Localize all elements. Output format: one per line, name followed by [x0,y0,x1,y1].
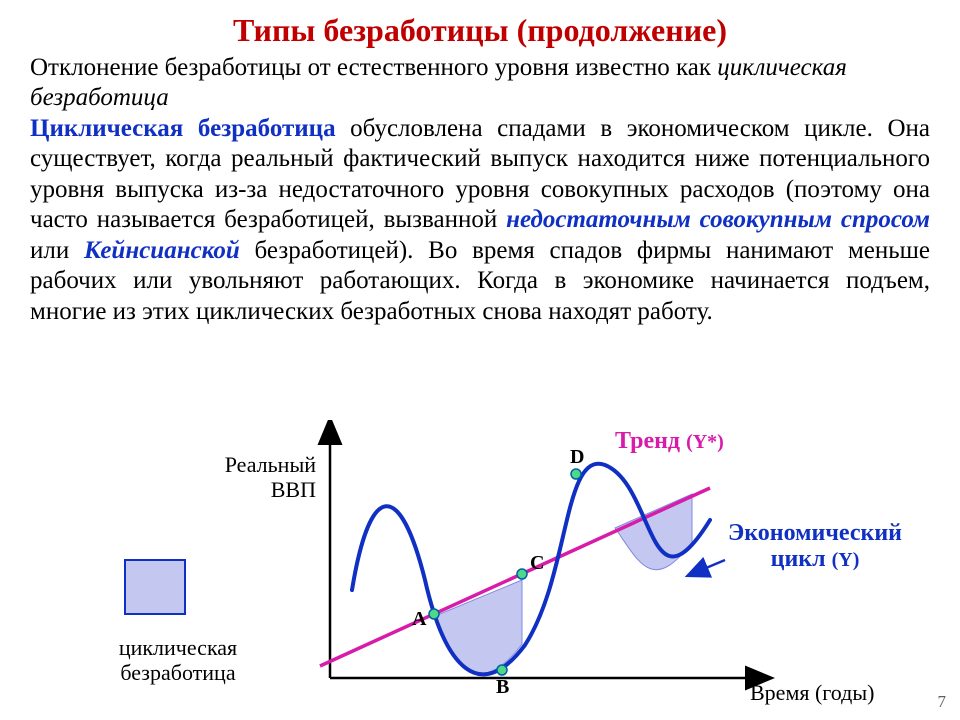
trend-label-sym: (Y*) [686,431,724,453]
slide-title: Типы безработицы (продолжение) [30,12,930,49]
cycle-label-sym: (Y) [832,549,860,571]
slide: Типы безработицы (продолжение) Отклонени… [0,0,960,720]
point-d-label: D [570,446,584,469]
legend-square [125,560,185,614]
shaded-area-2 [615,494,692,570]
cycle-label: Экономический цикл (Y) [700,520,930,573]
point-a-label: A [412,608,426,631]
point-a-marker [429,609,439,619]
paragraph-1: Отклонение безработицы от естественного … [30,53,930,114]
x-axis-label: Время (годы) [750,680,874,706]
slide-number: 7 [938,692,947,712]
trend-label-text: Тренд [615,428,686,454]
para2-lead: Циклическая безработица [30,115,336,142]
y-axis-label: Реальный ВВП [186,452,316,503]
trend-label: Тренд (Y*) [615,428,724,455]
point-d-marker [571,469,581,479]
para2-em2: Кейнсианской [84,237,240,264]
point-b-marker [497,665,507,675]
para1-text-a: Отклонение безработицы от естественного … [30,54,717,81]
body-text: Отклонение безработицы от естественного … [30,53,930,328]
para2-body2: или [30,237,84,264]
point-c-label: C [530,552,544,575]
para2-em1: недостаточным совокупным спросом [506,206,930,233]
point-b-label: B [496,676,509,699]
cycle-label-text: Экономический цикл [728,520,902,572]
point-c-marker [517,569,527,579]
chart-area: Реальный ВВП Время (годы) Тренд (Y*) Эко… [30,420,930,710]
paragraph-2: Циклическая безработица обусловлена спад… [30,114,930,328]
legend-label: циклическая безработица [78,635,278,686]
